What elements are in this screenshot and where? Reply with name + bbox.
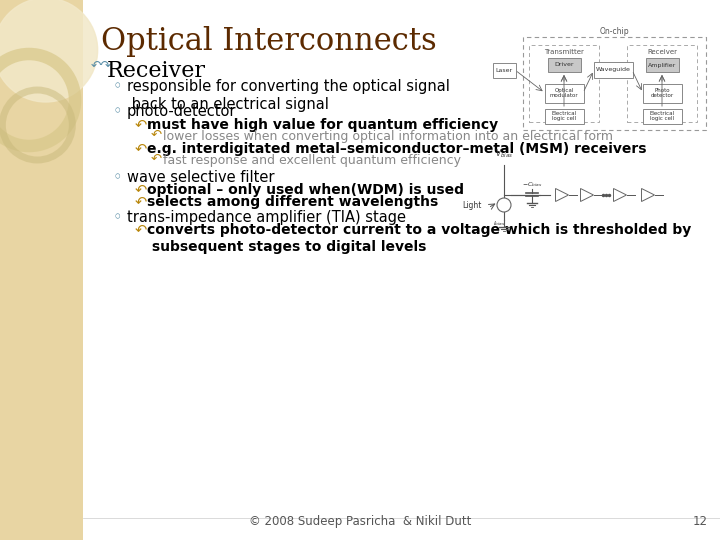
- Text: ↶: ↶: [135, 117, 148, 132]
- FancyBboxPatch shape: [646, 58, 678, 72]
- Text: ↶: ↶: [135, 182, 148, 197]
- Text: trans-impedance amplifier (TIA) stage: trans-impedance amplifier (TIA) stage: [127, 210, 406, 225]
- Text: ↶: ↶: [135, 194, 148, 209]
- Text: converts photo-detector current to a voltage which is thresholded by
 subsequent: converts photo-detector current to a vol…: [147, 223, 691, 254]
- FancyBboxPatch shape: [547, 58, 580, 72]
- FancyBboxPatch shape: [529, 44, 599, 122]
- Polygon shape: [613, 188, 626, 201]
- FancyBboxPatch shape: [642, 84, 682, 103]
- Text: ↶: ↶: [151, 129, 162, 142]
- Circle shape: [497, 198, 511, 212]
- Text: ↶: ↶: [135, 141, 148, 156]
- Text: Amplifier: Amplifier: [648, 63, 676, 68]
- Text: wave selective filter: wave selective filter: [127, 170, 274, 185]
- FancyBboxPatch shape: [627, 44, 697, 122]
- FancyBboxPatch shape: [593, 62, 632, 78]
- Text: 12: 12: [693, 515, 708, 528]
- Text: Laser: Laser: [495, 68, 513, 72]
- Text: optional – only used when(WDM) is used: optional – only used when(WDM) is used: [147, 183, 464, 197]
- Text: ◦: ◦: [113, 170, 122, 185]
- Text: Receiver: Receiver: [107, 60, 206, 82]
- Text: $V_{bias}$: $V_{bias}$: [495, 147, 513, 160]
- FancyBboxPatch shape: [544, 84, 583, 103]
- FancyBboxPatch shape: [642, 109, 682, 124]
- Text: Driver: Driver: [554, 63, 574, 68]
- Text: ◦: ◦: [113, 104, 122, 119]
- Text: photo-detector: photo-detector: [127, 104, 236, 119]
- Text: Electrical
logic cell: Electrical logic cell: [649, 111, 675, 121]
- FancyBboxPatch shape: [492, 63, 516, 78]
- Text: Optical
modulator: Optical modulator: [549, 88, 578, 98]
- Polygon shape: [580, 188, 593, 201]
- Text: ↶: ↶: [151, 153, 162, 166]
- Polygon shape: [642, 188, 654, 201]
- Text: ◦: ◦: [113, 210, 122, 225]
- Text: must have high value for quantum efficiency: must have high value for quantum efficie…: [147, 118, 498, 132]
- Text: lower losses when converting optical information into an electrical form: lower losses when converting optical inf…: [163, 130, 613, 143]
- Text: e.g. interdigitated metal–semiconductor–metal (MSM) receivers: e.g. interdigitated metal–semiconductor–…: [147, 142, 647, 156]
- Circle shape: [0, 0, 98, 102]
- Text: ◦: ◦: [113, 79, 122, 94]
- Text: ↶: ↶: [135, 222, 148, 237]
- Text: ↶↷: ↶↷: [91, 60, 112, 73]
- Text: Transmitter: Transmitter: [544, 49, 584, 55]
- Text: Photo
detector: Photo detector: [650, 88, 674, 98]
- Text: Receiver: Receiver: [647, 49, 677, 55]
- Text: © 2008 Sudeep Pasricha  & Nikil Dutt: © 2008 Sudeep Pasricha & Nikil Dutt: [249, 515, 471, 528]
- Text: Light: Light: [463, 200, 482, 210]
- FancyBboxPatch shape: [544, 109, 583, 124]
- Text: $I_{bias}$: $I_{bias}$: [492, 219, 505, 228]
- Text: Optical Interconnects: Optical Interconnects: [101, 26, 437, 57]
- Text: Waveguide: Waveguide: [595, 68, 631, 72]
- Bar: [0, 0, 83, 540]
- Text: responsible for converting the optical signal
 back to an electrical signal: responsible for converting the optical s…: [127, 79, 450, 112]
- Polygon shape: [556, 188, 569, 201]
- Text: selects among different wavelengths: selects among different wavelengths: [147, 195, 438, 209]
- Text: fast response and excellent quantum efficiency: fast response and excellent quantum effi…: [163, 154, 461, 167]
- Text: Electrical
logic cell: Electrical logic cell: [552, 111, 577, 121]
- Text: $-C_{bias}$: $-C_{bias}$: [522, 180, 542, 189]
- Text: On-chip: On-chip: [600, 27, 629, 36]
- FancyBboxPatch shape: [523, 37, 706, 130]
